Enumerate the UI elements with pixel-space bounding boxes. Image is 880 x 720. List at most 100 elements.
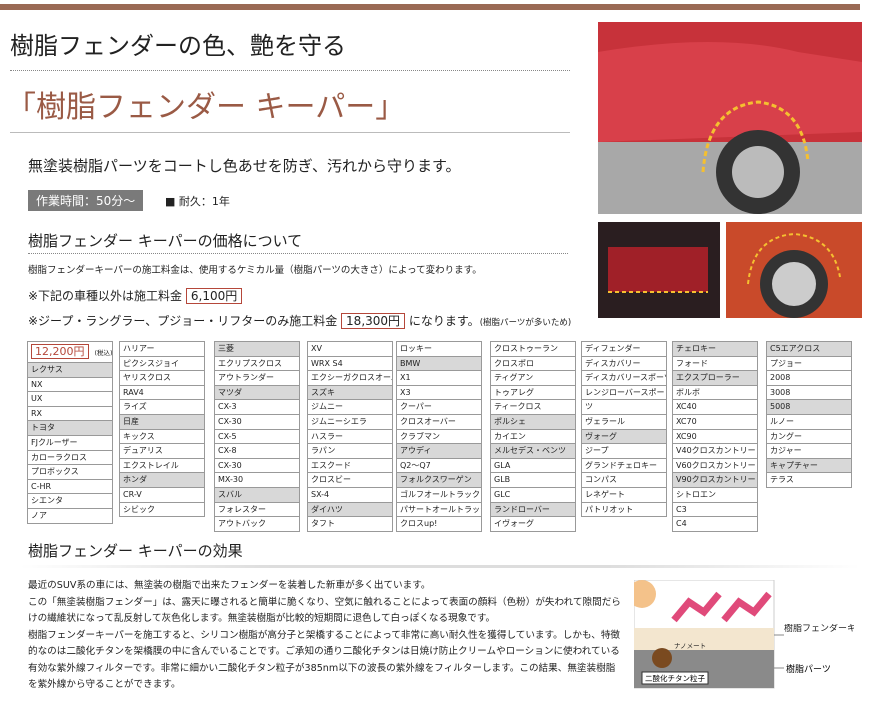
model-cell: クロスオーバー [397,415,481,430]
car-rear [608,247,708,292]
model-cell: プジョー [767,357,851,372]
divider [28,253,568,254]
particle-label: 二酸化チタン粒子 [645,673,705,683]
maker-cell: メルセデス・ベンツ [491,444,575,459]
table-column: チェロキー フォード エクスプローラー ボルボ XC40 XC70 XC90 V40クロスカン… [672,341,758,532]
maker-cell: マツダ [215,385,299,401]
model-cell: クロスup! [397,517,481,532]
model-cell: ツ [582,400,666,415]
top-bar [0,4,860,10]
product-title: 「樹脂フェンダー キーパー」 [6,90,406,125]
model-cell: エスクード [308,459,392,474]
maker-cell: ダイハツ [308,502,392,518]
model-cell: コンパス [582,473,666,488]
model-cell: カジャー [767,444,851,459]
model-cell: ディフェンダー [582,342,666,357]
model-cell: パトリオット [582,503,666,518]
model-cell: RX [28,407,112,422]
model-cell: V40クロスカントリー [673,444,757,459]
model-cell: カイエン [491,430,575,445]
paragraph: 樹脂フェンダーキーパーを施工すると、シリコン樹脂が高分子と架橋することによって非… [28,629,621,691]
maker-cell: キャプチャー [767,458,851,474]
maker-cell: V90クロスカントリー [673,473,757,488]
sun [634,580,656,608]
model-cell: ロッキー [397,342,481,357]
model-cell: CX-5 [215,430,299,445]
uv-label: UV [684,616,694,624]
model-cell: ノア [28,509,112,524]
model-cell: プロボックス [28,465,112,480]
model-cell: アウトランダー [215,371,299,386]
photos [598,22,862,318]
model-cell: タフト [308,517,392,532]
maker-cell: チェロキー [673,342,757,357]
layer-label: 樹脂フェンダーキーパー [784,624,854,634]
table-column: 12,200円 (税込) レクサス NX UX RX トヨタ FJクルーザー カローラクロス プロ… [27,341,113,524]
maker-cell: レクサス [28,363,112,378]
effect-text: 最近のSUV系の車には、無塗装の樹脂で出来たフェンダーを装着した新車が多く出てい… [28,578,624,694]
model-cell: ジープ [582,444,666,459]
text: になります。 [408,314,480,328]
maker-cell: 日産 [120,414,204,430]
model-cell: カングー [767,430,851,445]
model-cell: UX [28,392,112,407]
model-cell: ボルボ [673,386,757,401]
maker-cell: BMW [397,356,481,372]
table-column: 三菱 エクリプスクロス アウトランダー マツダ CX-3 CX-30 CX-5 CX-8 CX-… [214,341,300,532]
model-cell: MX-30 [215,473,299,488]
maker-cell: フォルクスワーゲン [397,473,481,488]
text: ※下記の車種以外は施工料金 [28,289,183,303]
uv-arrow [721,591,772,623]
model-cell: C3 [673,503,757,518]
model-cell: CX-30 [215,415,299,430]
model-cell: ラパン [308,444,392,459]
maker-cell: スバル [215,487,299,503]
model-cell: シトロエン [673,488,757,503]
model-cell: エクストレイル [120,459,204,474]
model-cell: パサートオールトラック [397,503,481,518]
model-cell: ディスカバリースポーツ [582,371,666,386]
model-cell: WRX S4 [308,357,392,372]
price: 18,300円 [341,313,406,329]
model-cell: ルノー [767,415,851,430]
car-body [598,42,862,142]
table-column: ロッキー BMW X1 X3 クーパー クロスオーバー クラブマン アウディ Q2～Q7 フォルク… [396,341,482,532]
model-cell: C4 [673,517,757,532]
model-cell: X1 [397,371,481,386]
model-cell: NX [28,378,112,393]
model-cell: キックス [120,430,204,445]
model-cell: 3008 [767,386,851,401]
maker-cell: エクスプローラー [673,371,757,386]
table-column: ハリアー ピクシスジョイ ヤリスクロス RAV4 ライズ 日産 キックス デュアリス エクストレ… [119,341,205,518]
model-cell: アウトバック [215,517,299,532]
table-column: C5エアクロス プジョー 2008 3008 5008 ルノー カングー カジャー キャプチャー… [766,341,852,488]
model-cell: GLA [491,459,575,474]
maker-cell: 三菱 [215,342,299,357]
model-cell: シビック [120,503,204,518]
maker-cell: ホンダ [120,473,204,488]
model-cell: レネゲート [582,488,666,503]
model-cell: CR-V [120,488,204,503]
coat-layer [634,628,774,650]
model-cell: エクリプスクロス [215,357,299,372]
model-cell: クロスビー [308,473,392,488]
text: ※ジープ・ラングラー、プジョー・リフターのみ施工料金 [28,314,338,328]
price: 6,100円 [185,288,243,304]
maker-cell: ヴォーグ [582,429,666,445]
model-cell: デュアリス [120,444,204,459]
model-cell: V60クロスカントリー [673,459,757,474]
particle [652,648,672,668]
effect-heading: 樹脂フェンダー キーパーの効果 [28,542,243,560]
model-cell: ヴェラール [582,415,666,430]
model-cell: ハスラー [308,430,392,445]
model-cell: X3 [397,386,481,401]
divider [20,565,860,568]
model-cell: レンジローバースポー [582,386,666,401]
model-cell: XC70 [673,415,757,430]
model-cell: RAV4 [120,386,204,401]
divider [10,70,570,71]
wheel [772,262,816,306]
divider [10,132,570,133]
price-line: ※下記の車種以外は施工料金 6,100円 [28,287,243,304]
